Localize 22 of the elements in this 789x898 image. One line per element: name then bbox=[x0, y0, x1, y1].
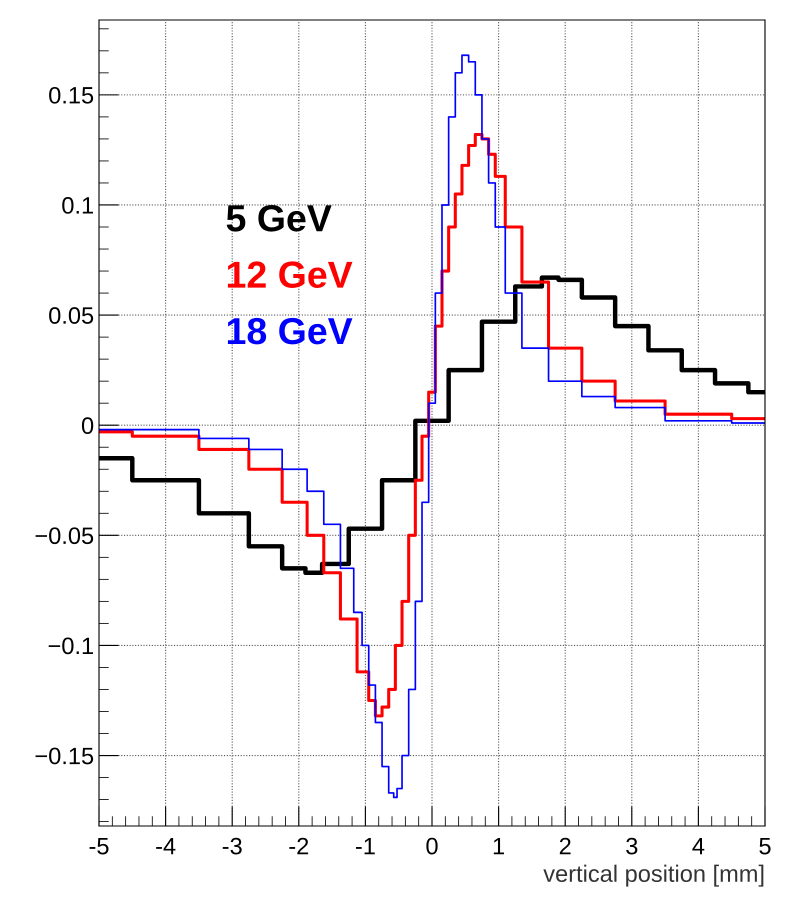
x-tick-label: 2 bbox=[560, 838, 571, 854]
y-tick-label: −0.05 bbox=[36, 527, 94, 544]
x-tick-label: 3 bbox=[626, 838, 638, 854]
text: 18 GeV bbox=[228, 318, 352, 344]
x-tick-label: 4 bbox=[692, 838, 704, 854]
x-tick-label: -4 bbox=[156, 838, 176, 854]
x-tick-label: -5 bbox=[90, 838, 109, 854]
x-tick-label: -3 bbox=[222, 838, 242, 854]
text: 5 GeV bbox=[226, 205, 332, 232]
y-tick-label: 0.15 bbox=[49, 86, 94, 104]
y-tick-label: −0.1 bbox=[48, 637, 93, 654]
y-tick-label: 0.1 bbox=[62, 197, 93, 214]
x-axis-title: vertical position [mm] bbox=[543, 864, 764, 887]
x-tick-label: -1 bbox=[356, 838, 375, 854]
y-tick-label: 0.05 bbox=[49, 307, 94, 324]
x-tick-label: 0 bbox=[426, 838, 438, 854]
y-tick-label: −0.15 bbox=[36, 748, 94, 764]
x-tick-label: 5 bbox=[759, 838, 771, 854]
text: 12 GeV bbox=[228, 261, 352, 288]
y-tick-label: 0 bbox=[82, 417, 94, 434]
x-tick-label: 1 bbox=[494, 838, 504, 854]
x-tick-label: -2 bbox=[289, 838, 308, 854]
